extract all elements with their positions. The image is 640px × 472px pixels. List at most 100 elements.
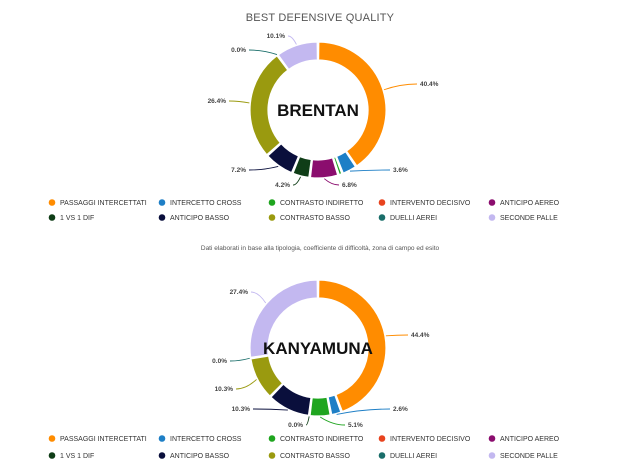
legend-marker	[268, 214, 276, 221]
legend-label: 1 VS 1 DIF	[60, 215, 94, 222]
legend-marker	[158, 452, 166, 459]
legend-item-passaggi-intercettati[interactable]: PASSAGGI INTERCETTATI	[48, 199, 147, 207]
legend-item-duelli-aerei[interactable]: DUELLI AEREI	[378, 452, 437, 460]
legend-item-anticipo-basso[interactable]: ANTICIPO BASSO	[158, 214, 230, 222]
legend-label: DUELLI AEREI	[390, 453, 437, 460]
legend-item-passaggi-intercettati[interactable]: PASSAGGI INTERCETTATI	[48, 435, 147, 443]
data-label-seconde-palle: 10.1%	[267, 33, 286, 40]
legend-label: 1 VS 1 DIF	[60, 453, 94, 460]
legend-label: PASSAGGI INTERCETTATI	[60, 436, 147, 443]
legend-marker	[488, 452, 496, 459]
player-name: KANYAMUNA	[263, 339, 373, 358]
data-label-passaggi-intercettati: 44.4%	[411, 332, 430, 339]
legend-marker	[48, 435, 56, 442]
data-label-intercetto-cross: 2.6%	[393, 406, 408, 413]
connector-1-vs-1-dif	[305, 416, 310, 426]
legend-label: CONTRASTO BASSO	[280, 215, 350, 222]
slice-contrasto-basso	[250, 355, 284, 397]
connector-passaggi-intercettati	[383, 83, 418, 91]
slice-passaggi-intercettati	[317, 279, 387, 413]
legend-item-intercetto-cross[interactable]: INTERCETTO CROSS	[158, 435, 242, 443]
page-title: BEST DEFENSIVE QUALITY	[246, 12, 395, 24]
data-label-anticipo-aereo: 6.8%	[342, 182, 357, 189]
connector-seconde-palle	[287, 35, 297, 45]
connector-contrasto-indiretto	[319, 416, 346, 426]
legend-item-1-vs-1-dif[interactable]: 1 VS 1 DIF	[48, 452, 95, 460]
connector-intercetto-cross	[349, 169, 391, 172]
legend-marker	[48, 214, 56, 221]
legend-marker	[158, 199, 166, 206]
data-label-duelli-aerei: 0.0%	[231, 47, 246, 54]
brentan-legend: PASSAGGI INTERCETTATI INTERCETTO CROSS CON…	[48, 199, 560, 222]
legend-label: INTERCETTO CROSS	[170, 200, 242, 207]
legend-item-contrasto-indiretto[interactable]: CONTRASTO INDIRETTO	[268, 199, 364, 207]
legend-item-duelli-aerei[interactable]: DUELLI AEREI	[378, 214, 437, 222]
legend-item-anticipo-basso[interactable]: ANTICIPO BASSO	[158, 452, 230, 460]
legend-marker	[488, 199, 496, 206]
legend-item-intercetto-cross[interactable]: INTERCETTO CROSS	[158, 199, 242, 207]
legend-label: SECONDE PALLE	[500, 215, 558, 222]
data-label-contrasto-indiretto: 5.1%	[348, 422, 363, 429]
connector-duelli-aerei	[248, 49, 278, 55]
connector-anticipo-basso	[252, 408, 288, 411]
slice-anticipo-basso	[270, 383, 312, 417]
slice-anticipo-aereo	[309, 157, 339, 179]
data-label-anticipo-basso: 10.3%	[232, 406, 251, 413]
legend-marker	[268, 199, 276, 206]
data-label-intercetto-cross: 3.6%	[393, 167, 408, 174]
data-label-duelli-aerei: 0.0%	[212, 358, 227, 365]
legend-label: INTERVENTO DECISIVO	[390, 436, 471, 443]
kanyamuna-donut-chart: 44.4% 2.6% 5.1% 0.0% 10.3% 10.3% 0.0% 27.4% KANY…	[212, 279, 430, 429]
legend-marker	[378, 452, 386, 459]
legend-label: CONTRASTO BASSO	[280, 453, 350, 460]
legend-label: INTERCETTO CROSS	[170, 436, 242, 443]
legend-item-1-vs-1-dif[interactable]: 1 VS 1 DIF	[48, 214, 95, 222]
legend-label: DUELLI AEREI	[390, 215, 437, 222]
slice-contrasto-basso	[249, 54, 289, 156]
connector-anticipo-basso	[248, 165, 279, 171]
legend-item-intervento-decisivo[interactable]: INTERVENTO DECISIVO	[378, 435, 471, 443]
connector-anticipo-aereo	[324, 178, 340, 186]
slice-passaggi-intercettati	[317, 41, 387, 167]
legend-item-intervento-decisivo[interactable]: INTERVENTO DECISIVO	[378, 199, 471, 207]
data-label-1-vs-1-dif: 0.0%	[288, 422, 303, 429]
legend-marker	[378, 199, 386, 206]
legend-item-anticipo-aereo[interactable]: ANTICIPO AEREO	[488, 435, 560, 443]
legend-label: CONTRASTO INDIRETTO	[280, 436, 364, 443]
legend-item-contrasto-indiretto[interactable]: CONTRASTO INDIRETTO	[268, 435, 364, 443]
legend-marker	[378, 214, 386, 221]
data-label-1-vs-1-dif: 4.2%	[275, 182, 290, 189]
methodology-note: Dati elaborati in base alla tipologia, c…	[201, 245, 440, 252]
legend-marker	[158, 214, 166, 221]
legend-marker	[378, 435, 386, 442]
legend-label: ANTICIPO AEREO	[500, 200, 560, 207]
legend-marker	[268, 452, 276, 459]
connector-seconde-palle	[250, 291, 267, 304]
legend-item-contrasto-basso[interactable]: CONTRASTO BASSO	[268, 452, 351, 460]
legend-marker	[158, 435, 166, 442]
connector-contrasto-basso	[235, 379, 257, 390]
legend-label: SECONDE PALLE	[500, 453, 558, 460]
legend-marker	[488, 435, 496, 442]
legend-item-anticipo-aereo[interactable]: ANTICIPO AEREO	[488, 199, 560, 207]
data-label-contrasto-basso: 10.3%	[215, 386, 234, 393]
legend-item-contrasto-basso[interactable]: CONTRASTO BASSO	[268, 214, 351, 222]
brentan-donut-chart: 40.4% 3.6% 6.8% 4.2% 7.2% 26.4% 0.0% 10.1% BRENT…	[208, 33, 439, 189]
legend-item-seconde-palle[interactable]: SECONDE PALLE	[488, 214, 558, 222]
legend-item-seconde-palle[interactable]: SECONDE PALLE	[488, 452, 558, 460]
slice-seconde-palle	[277, 41, 319, 71]
connector-intercetto-cross	[336, 408, 391, 415]
legend-label: CONTRASTO INDIRETTO	[280, 200, 364, 207]
slice-1-vs-1-dif	[292, 155, 312, 179]
slice-anticipo-basso	[267, 142, 300, 174]
legend-marker	[488, 214, 496, 221]
kanyamuna-legend: PASSAGGI INTERCETTATI INTERCETTO CROSS CON…	[48, 435, 560, 460]
connector-passaggi-intercettati	[385, 334, 409, 337]
legend-marker	[268, 435, 276, 442]
legend-label: ANTICIPO AEREO	[500, 436, 560, 443]
legend-marker	[48, 452, 56, 459]
legend-label: INTERVENTO DECISIVO	[390, 200, 471, 207]
legend-label: ANTICIPO BASSO	[170, 215, 230, 222]
player-name: BRENTAN	[277, 101, 359, 120]
